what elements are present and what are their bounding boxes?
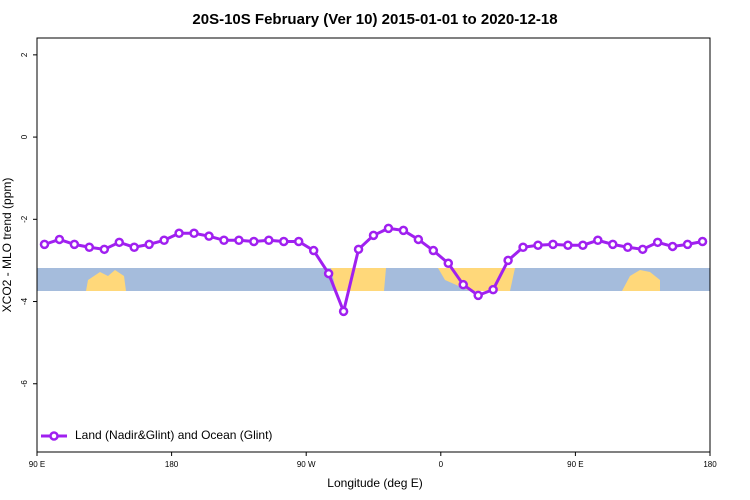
plot-frame (36, 37, 711, 453)
data-point (219, 235, 229, 246)
data-point (413, 234, 424, 245)
data-point (578, 240, 588, 250)
data-point (563, 240, 573, 250)
x-tick-label: 180 (165, 460, 179, 469)
data-point (99, 244, 110, 255)
data-point (189, 228, 199, 239)
data-point (667, 241, 678, 252)
data-point (473, 290, 483, 301)
data-point (353, 244, 364, 255)
land-ocean-map (37, 268, 710, 291)
data-point (697, 236, 708, 247)
x-tick-label: 180 (703, 460, 717, 469)
data-point (323, 268, 334, 279)
data-point (682, 239, 693, 250)
y-tick-label: 0 (20, 134, 29, 139)
data-point (443, 258, 454, 269)
x-axis-label: Longitude (deg E) (327, 476, 422, 490)
data-point (488, 284, 498, 295)
y-tick-label: -4 (20, 297, 29, 305)
data-point (293, 236, 304, 247)
data-point (39, 239, 50, 250)
data-point (234, 235, 244, 246)
data-point (249, 236, 259, 247)
data-point (428, 245, 439, 256)
data-point (548, 239, 558, 250)
x-tick-label: 90 E (29, 460, 45, 469)
data-point (174, 228, 184, 239)
data-point (398, 225, 409, 236)
x-tick-label: 90 E (567, 460, 583, 469)
land-patch (622, 270, 660, 291)
data-point (622, 242, 633, 253)
data-point (279, 236, 289, 247)
data-point (637, 244, 648, 255)
y-tick-label: 2 (20, 52, 29, 57)
data-point (144, 239, 154, 250)
x-tick-label: 90 W (297, 460, 316, 469)
data-point (264, 235, 274, 246)
data-point (69, 239, 80, 250)
data-point (503, 255, 513, 266)
data-point (458, 279, 468, 290)
legend-marker (49, 431, 59, 441)
data-point (129, 242, 139, 253)
data-point (159, 235, 169, 246)
data-point (84, 242, 95, 253)
data-point (54, 234, 65, 245)
legend-label: Land (Nadir&Glint) and Ocean (Glint) (75, 428, 272, 442)
data-point (308, 245, 319, 256)
x-tick-label: 0 (439, 460, 444, 469)
data-point (383, 223, 394, 234)
data-point (533, 240, 543, 250)
chart-title: 20S-10S February (Ver 10) 2015-01-01 to … (192, 11, 557, 28)
data-point (608, 239, 618, 250)
data-point (593, 235, 603, 246)
data-point (338, 306, 349, 317)
y-axis-label: XCO2 - MLO trend (ppm) (0, 178, 14, 313)
data-point (114, 237, 125, 248)
data-point (652, 237, 663, 248)
y-tick-label: -6 (20, 380, 29, 388)
y-tick-label: -2 (20, 215, 29, 223)
land-patch (331, 268, 386, 291)
data-point (368, 230, 379, 241)
data-point (518, 242, 528, 253)
data-point (204, 231, 214, 241)
land-patch (86, 270, 126, 291)
